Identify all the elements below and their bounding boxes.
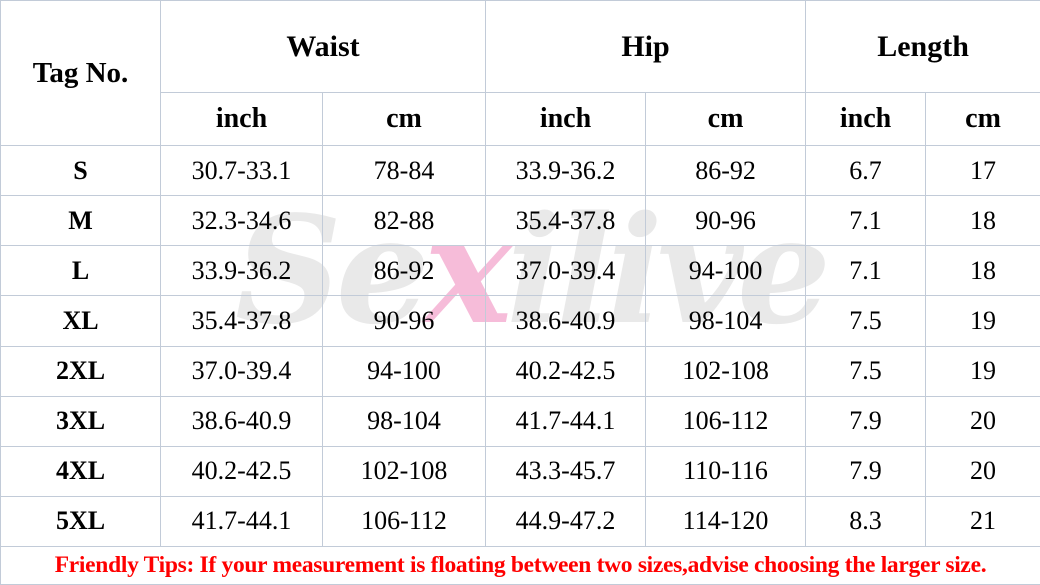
footer-row: Friendly Tips: If your measurement is fl…: [0, 545, 1040, 585]
length-cm-cell: 18: [925, 195, 1040, 247]
size-tag-cell: 2XL: [0, 345, 161, 397]
hip-cm-cell: 94-100: [645, 245, 807, 297]
table-row-3xl: 3XL 38.6-40.9 98-104 41.7-44.1 106-112 7…: [0, 395, 1040, 447]
waist-cm-cell: 106-112: [321, 495, 487, 547]
header-units-row: inch cm inch cm inch cm: [1, 92, 1040, 147]
waist-inch-cell: 30.7-33.1: [160, 145, 323, 197]
table-row-l: L 33.9-36.2 86-92 37.0-39.4 94-100 7.1 1…: [0, 245, 1040, 297]
unit-header-waist-cm: cm: [321, 92, 487, 147]
size-tag-cell: 3XL: [0, 395, 161, 447]
length-cm-cell: 18: [925, 245, 1040, 297]
hip-inch-cell: 40.2-42.5: [485, 345, 647, 397]
waist-cm-cell: 102-108: [321, 445, 487, 497]
hip-cm-cell: 110-116: [645, 445, 807, 497]
friendly-tips-text: Friendly Tips: If your measurement is fl…: [0, 545, 1040, 585]
unit-header-waist-inch: inch: [160, 92, 323, 147]
length-cm-cell: 21: [925, 495, 1040, 547]
hip-inch-cell: 38.6-40.9: [485, 295, 647, 347]
unit-header-length-inch: inch: [805, 92, 927, 147]
length-inch-cell: 7.9: [805, 395, 927, 447]
table-row-xl: XL 35.4-37.8 90-96 38.6-40.9 98-104 7.5 …: [0, 295, 1040, 347]
waist-inch-cell: 37.0-39.4: [160, 345, 323, 397]
size-tag-cell: M: [0, 195, 161, 247]
waist-inch-cell: 38.6-40.9: [160, 395, 323, 447]
length-inch-cell: 8.3: [805, 495, 927, 547]
waist-cm-cell: 90-96: [321, 295, 487, 347]
size-tag-cell: 5XL: [0, 495, 161, 547]
size-tag-cell: XL: [0, 295, 161, 347]
length-inch-cell: 7.1: [805, 245, 927, 297]
hip-cm-cell: 106-112: [645, 395, 807, 447]
length-inch-cell: 7.9: [805, 445, 927, 497]
table-row-m: M 32.3-34.6 82-88 35.4-37.8 90-96 7.1 18: [0, 195, 1040, 247]
length-inch-cell: 6.7: [805, 145, 927, 197]
hip-cm-cell: 102-108: [645, 345, 807, 397]
hip-inch-cell: 44.9-47.2: [485, 495, 647, 547]
column-header-waist: Waist: [159, 0, 487, 94]
length-inch-cell: 7.5: [805, 345, 927, 397]
waist-inch-cell: 41.7-44.1: [160, 495, 323, 547]
hip-inch-cell: 33.9-36.2: [485, 145, 647, 197]
hip-inch-cell: 37.0-39.4: [485, 245, 647, 297]
column-header-hip: Hip: [485, 0, 807, 94]
waist-cm-cell: 98-104: [321, 395, 487, 447]
unit-header-hip-cm: cm: [645, 92, 807, 147]
waist-cm-cell: 82-88: [321, 195, 487, 247]
table-row-4xl: 4XL 40.2-42.5 102-108 43.3-45.7 110-116 …: [0, 445, 1040, 497]
waist-inch-cell: 32.3-34.6: [160, 195, 323, 247]
table-row-2xl: 2XL 37.0-39.4 94-100 40.2-42.5 102-108 7…: [0, 345, 1040, 397]
table-row-s: S 30.7-33.1 78-84 33.9-36.2 86-92 6.7 17: [0, 145, 1040, 197]
header-group-row: Tag No. Waist Hip Length: [0, 0, 1040, 147]
hip-inch-cell: 41.7-44.1: [485, 395, 647, 447]
size-tag-cell: S: [0, 145, 161, 197]
hip-inch-cell: 35.4-37.8: [485, 195, 647, 247]
hip-cm-cell: 86-92: [645, 145, 807, 197]
hip-cm-cell: 98-104: [645, 295, 807, 347]
waist-cm-cell: 94-100: [321, 345, 487, 397]
size-tag-cell: L: [0, 245, 161, 297]
length-cm-cell: 19: [925, 295, 1040, 347]
size-tag-cell: 4XL: [0, 445, 161, 497]
hip-inch-cell: 43.3-45.7: [485, 445, 647, 497]
hip-cm-cell: 114-120: [645, 495, 807, 547]
length-inch-cell: 7.1: [805, 195, 927, 247]
length-cm-cell: 19: [925, 345, 1040, 397]
column-header-length: Length: [805, 0, 1040, 94]
waist-cm-cell: 78-84: [321, 145, 487, 197]
waist-inch-cell: 33.9-36.2: [160, 245, 323, 297]
unit-header-length-cm: cm: [925, 92, 1040, 147]
length-cm-cell: 17: [925, 145, 1040, 197]
length-cm-cell: 20: [925, 395, 1040, 447]
unit-header-hip-inch: inch: [485, 92, 647, 147]
hip-cm-cell: 90-96: [645, 195, 807, 247]
column-header-tag-no: Tag No.: [0, 0, 161, 147]
waist-inch-cell: 40.2-42.5: [160, 445, 323, 497]
length-inch-cell: 7.5: [805, 295, 927, 347]
waist-inch-cell: 35.4-37.8: [160, 295, 323, 347]
table-row-5xl: 5XL 41.7-44.1 106-112 44.9-47.2 114-120 …: [0, 495, 1040, 547]
length-cm-cell: 20: [925, 445, 1040, 497]
waist-cm-cell: 86-92: [321, 245, 487, 297]
